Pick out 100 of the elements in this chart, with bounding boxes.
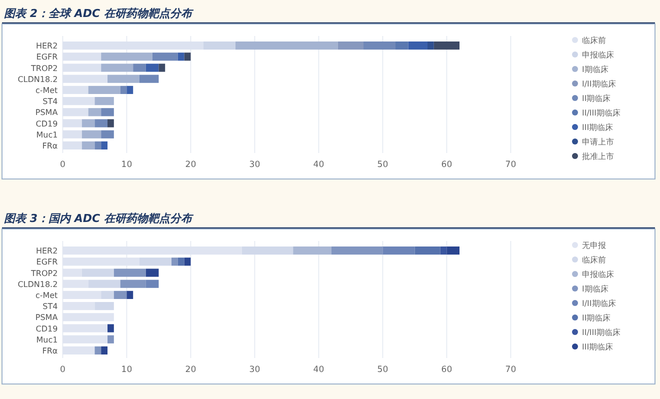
bar	[158, 64, 166, 72]
bar	[114, 290, 127, 299]
y-tick-label: Muc1	[36, 130, 58, 140]
bar	[184, 258, 191, 266]
y-tick-label: c-Met	[35, 86, 58, 95]
y-tick-label: PSMA	[35, 313, 58, 322]
x-tick-label: 70	[505, 365, 516, 375]
bar	[126, 86, 134, 94]
bar	[446, 246, 460, 255]
bar	[140, 74, 159, 83]
x-tick-label: 20	[185, 160, 196, 170]
bar	[133, 64, 146, 72]
y-tick-label: EGFR	[36, 52, 58, 62]
bar	[184, 52, 191, 61]
legend-label: II期临床	[582, 94, 611, 103]
x-tick-label: 70	[505, 160, 516, 170]
bar	[88, 86, 120, 94]
y-tick-label: HER2	[36, 246, 58, 256]
bar	[293, 246, 332, 255]
bar	[242, 246, 294, 255]
y-tick-label: TROP2	[30, 64, 58, 73]
legend-label: 申报临床	[582, 270, 614, 279]
x-tick-label: 10	[121, 365, 132, 375]
y-tick-label: CLDN18.2	[18, 74, 58, 84]
bar	[440, 246, 447, 255]
bar	[82, 130, 102, 138]
bar	[434, 42, 460, 50]
legend-label: III期临床	[582, 342, 614, 352]
bar	[101, 346, 108, 354]
x-tick-label: 40	[313, 365, 324, 375]
bar	[146, 280, 159, 288]
x-tick-label: 60	[441, 365, 452, 375]
bar	[108, 324, 114, 332]
bar	[120, 86, 127, 94]
y-tick-label: PSMA	[35, 108, 58, 118]
bar	[94, 119, 108, 128]
bar	[172, 258, 178, 266]
bar	[101, 108, 114, 116]
legend-label: 批准上市	[582, 152, 614, 161]
bar	[204, 42, 236, 50]
x-tick-label: 30	[249, 160, 260, 170]
legend-label: II/III期临床	[582, 328, 620, 337]
y-tick-label: ST4	[42, 97, 58, 106]
bar	[101, 130, 114, 138]
bar	[101, 141, 108, 150]
bar	[414, 246, 440, 255]
x-tick-label: 40	[313, 160, 324, 170]
bar	[126, 290, 134, 299]
y-tick-label: CD19	[36, 324, 58, 334]
bar	[101, 52, 152, 61]
bar	[94, 141, 102, 150]
bar	[82, 141, 95, 150]
y-tick-label: CD19	[36, 119, 58, 128]
x-tick-label: 50	[377, 365, 388, 375]
bar	[82, 119, 95, 128]
y-tick-label: CLDN18.2	[18, 280, 58, 289]
y-tick-label: Muc1	[36, 335, 58, 344]
bar	[108, 335, 114, 344]
bar	[146, 268, 159, 277]
bar	[178, 258, 184, 266]
legend-label: 申请上市	[582, 138, 614, 146]
bar	[94, 302, 114, 310]
bar	[338, 42, 364, 50]
bar	[120, 280, 146, 288]
legend-label: II/III期临床	[582, 108, 620, 118]
x-tick-label: 10	[121, 160, 132, 170]
y-tick-label: EGFR	[36, 258, 58, 267]
y-tick-label: ST4	[42, 302, 58, 312]
bar	[101, 64, 134, 72]
y-tick-label: FRα	[42, 346, 58, 356]
bar	[94, 346, 102, 354]
legend-label: 临床前	[582, 36, 606, 45]
legend-label: I/II期临床	[582, 299, 616, 308]
bar	[152, 52, 178, 61]
bar	[140, 258, 172, 266]
legend-label: II期临床	[582, 314, 611, 322]
bar	[364, 42, 396, 50]
bar	[82, 268, 114, 277]
bar	[146, 64, 159, 72]
y-tick-label: TROP2	[30, 268, 58, 278]
legend-label: I期临床	[582, 284, 608, 294]
legend-label: 无申报	[582, 241, 606, 250]
x-tick-label: 30	[249, 365, 260, 375]
y-tick-label: HER2	[36, 42, 58, 51]
legend-label: III期临床	[582, 123, 614, 132]
x-tick-label: 20	[185, 365, 196, 375]
legend-label: I期临床	[582, 65, 608, 74]
bar	[114, 268, 146, 277]
chart-title: 图表 2：全球 ADC 在研药物靶点分布	[4, 7, 194, 20]
bar	[332, 246, 383, 255]
bar	[101, 290, 114, 299]
y-tick-label: c-Met	[35, 290, 58, 300]
bar	[178, 52, 184, 61]
x-tick-label: 60	[441, 160, 452, 170]
bar	[428, 42, 434, 50]
bar	[108, 74, 140, 83]
legend-label: 临床前	[582, 256, 606, 264]
bar	[94, 97, 114, 106]
legend-label: 申报临床	[582, 50, 614, 60]
legend-label: I/II期临床	[582, 80, 616, 88]
